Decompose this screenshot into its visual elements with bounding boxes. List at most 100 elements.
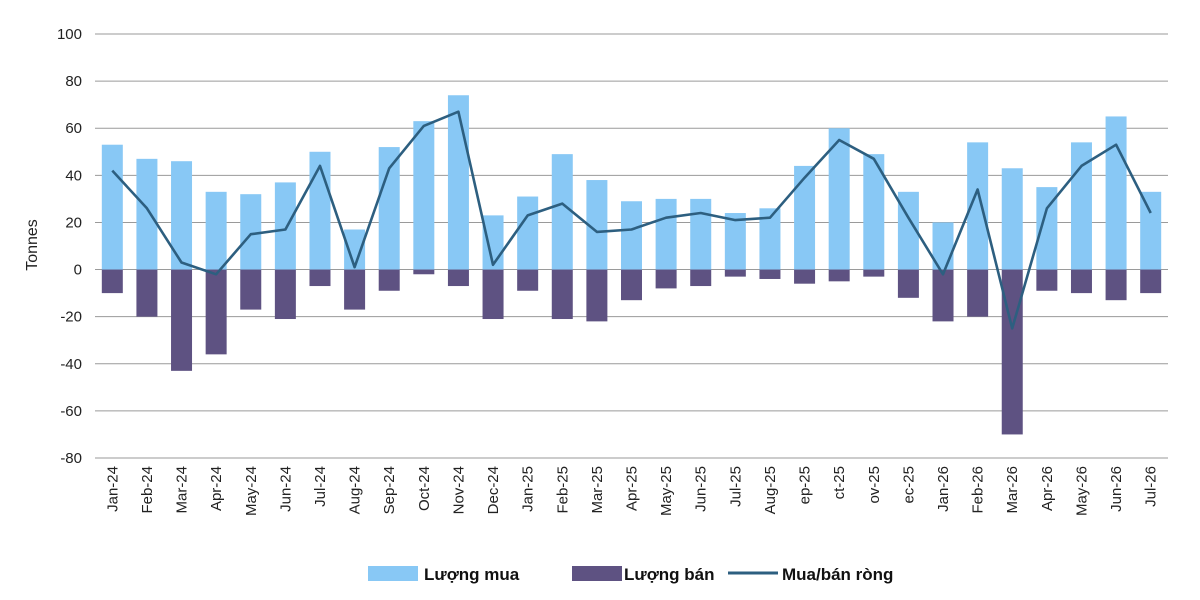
bar-buy [240,194,262,270]
bar-buy [655,198,677,270]
x-tick-label: ep-25 [797,466,814,504]
bar-sell [101,269,123,294]
bar-sell [344,269,366,310]
x-tick-label: Jul-24 [312,466,329,507]
y-tick-labels: 100 80 60 40 20 0 -20 -40 -60 -80 [57,26,82,467]
bar-buy [828,128,850,270]
bar-sell [863,269,885,277]
y-tick-label: -60 [60,403,82,420]
bar-buy [621,201,642,270]
legend-label-sell: Lượng bán [624,565,715,584]
x-tick-label: Jan-24 [104,466,121,512]
x-tick-label: Sep-24 [381,466,398,514]
bar-buy [724,213,746,270]
bar-buy [101,144,123,270]
x-tick-label: Aug-24 [347,466,364,514]
x-tick-label: Mar-24 [174,466,191,514]
x-tick-label: Feb-26 [970,466,987,514]
bar-buy [863,154,885,270]
legend-label-buy: Lượng mua [424,565,520,584]
bar-buy [1140,191,1162,270]
x-tick-label: Nov-24 [450,466,467,514]
bar-sell [482,269,504,320]
bar-buy [274,182,296,270]
x-tick-label: Jun-24 [277,466,294,512]
bar-buy [690,198,712,270]
bar-sell [724,269,746,277]
x-tick-label: Oct-24 [416,466,433,511]
bar-sell [932,269,954,322]
x-tick-label: Mar-26 [1004,466,1021,514]
bar-sell [136,269,158,317]
bar-sell [1105,269,1127,301]
y-tick-label: 0 [74,262,82,279]
x-tick-label: Aug-25 [762,466,779,514]
bar-buy [344,229,366,270]
bar-buy [447,95,469,270]
y-tick-label: 60 [65,120,82,137]
x-tick-label: Jun-25 [693,466,710,512]
bar-sell [759,269,781,279]
x-tick-label: Dec-24 [485,466,502,514]
bar-sell [621,269,642,301]
bar-sell [897,269,919,298]
y-tick-label: -40 [60,356,82,373]
bar-buy [413,121,435,270]
x-tick-label: Jul-26 [1143,466,1160,507]
bar-layer [101,95,1162,435]
bar-buy [1036,187,1058,270]
x-tick-label: Apr-25 [624,466,641,511]
y-axis-title: Tonnes [24,219,41,271]
bar-sell [690,269,712,287]
bar-buy [171,161,193,270]
bar-buy [551,154,573,270]
bar-sell [240,269,262,310]
bar-sell [171,269,193,371]
bar-sell [274,269,296,320]
x-tick-label: May-24 [243,466,260,516]
x-tick-label: Apr-26 [1039,466,1056,511]
bar-sell [413,269,435,275]
x-tick-label: Mar-25 [589,466,606,514]
bar-buy [1105,116,1127,270]
x-tick-label: Jan-25 [520,466,537,512]
x-tick-label: Apr-24 [208,466,225,511]
bar-sell [967,269,989,317]
bar-sell [378,269,400,291]
bar-sell [447,269,469,287]
bar-sell [309,269,331,287]
bar-sell [1140,269,1162,294]
y-tick-label: 20 [65,214,82,231]
net-line [111,110,1152,330]
bar-sell [205,269,227,355]
bar-sell [551,269,573,320]
bar-sell [1070,269,1092,294]
legend-swatch-sell [572,566,622,581]
bar-buy [1001,168,1023,270]
x-tick-label: ec-25 [900,466,917,504]
x-tick-label: Jan-26 [935,466,952,512]
x-tick-label: May-26 [1073,466,1090,516]
x-tick-label: ov-25 [866,466,883,504]
y-tick-label: 80 [65,73,82,90]
bar-buy [759,208,781,270]
bar-sell [1036,269,1058,291]
x-tick-labels: Jan-24 Feb-24 Mar-24 Apr-24 May-24 Jun-24 Jul-… [104,466,1159,516]
x-tick-label: Jun-26 [1108,466,1125,512]
bar-sell [517,269,539,291]
bar-sell [586,269,608,322]
x-tick-label: Jul-25 [727,466,744,507]
x-tick-label: Feb-25 [554,466,571,514]
x-tick-label: May-25 [658,466,675,516]
y-tick-label: -20 [60,309,82,326]
line-layer [111,110,1152,330]
bar-sell [794,269,816,284]
bar-buy [517,196,539,270]
bar-buy [378,147,400,270]
legend: Lượng mua Lượng bán Mua/bán ròng [368,565,893,584]
y-tick-label: -80 [60,450,82,467]
bar-sell [828,269,850,282]
bar-buy [932,222,954,270]
